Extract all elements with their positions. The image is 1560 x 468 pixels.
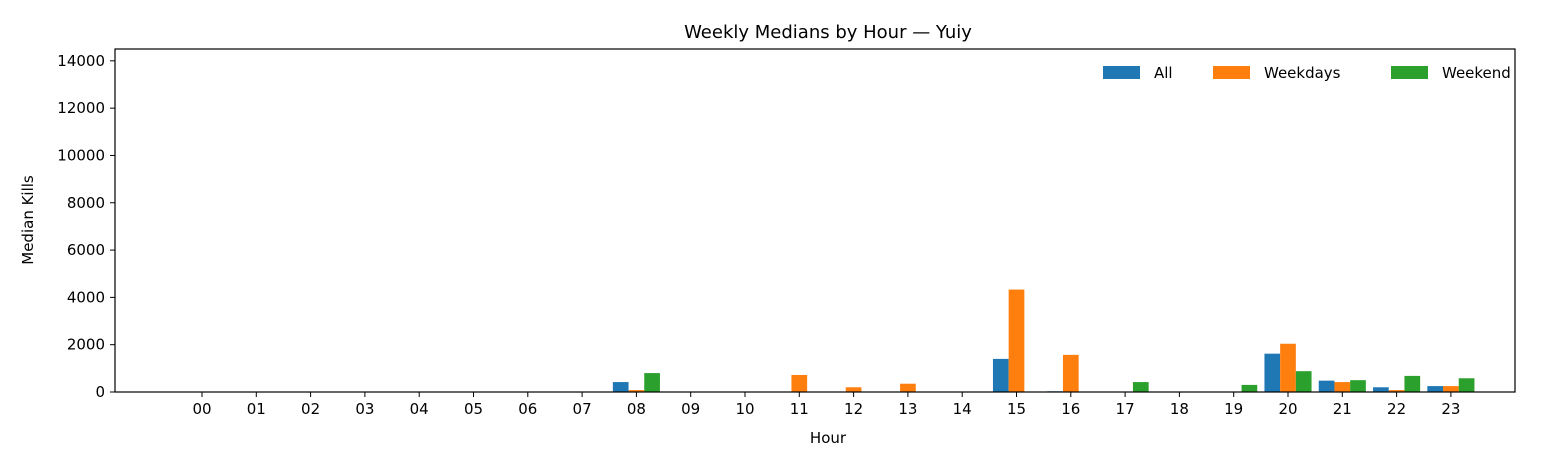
x-tick-label: 20 bbox=[1278, 400, 1297, 418]
x-tick-label: 05 bbox=[464, 400, 483, 418]
y-tick-label: 0 bbox=[95, 383, 105, 401]
y-tick-label: 12000 bbox=[57, 99, 105, 117]
x-tick-label: 13 bbox=[898, 400, 917, 418]
legend-swatch-weekdays bbox=[1213, 66, 1250, 79]
x-tick-label: 09 bbox=[681, 400, 700, 418]
bar-all-15 bbox=[992, 358, 1009, 392]
y-axis: 0 2000 4000 6000 8000 10000 12000 14000 bbox=[57, 52, 115, 401]
x-tick-label: 02 bbox=[301, 400, 320, 418]
legend-swatch-all bbox=[1103, 66, 1140, 79]
x-axis: 00 01 02 03 04 05 06 07 08 09 10 11 12 13 14 15 16 17 18 19… bbox=[192, 392, 1460, 418]
bar-weekdays-13 bbox=[900, 383, 916, 392]
legend-label-weekdays: Weekdays bbox=[1264, 64, 1341, 82]
bar-weekend-08 bbox=[644, 373, 660, 392]
legend-label-all: All bbox=[1154, 64, 1173, 82]
x-tick-label: 16 bbox=[1061, 400, 1080, 418]
bar-all-23 bbox=[1427, 386, 1444, 392]
x-tick-label: 03 bbox=[355, 400, 374, 418]
bar-weekdays-20 bbox=[1280, 343, 1296, 392]
bar-all-21 bbox=[1318, 380, 1335, 392]
x-tick-label: 19 bbox=[1224, 400, 1243, 418]
bar-weekend-21 bbox=[1350, 380, 1366, 392]
legend-label-weekend: Weekend bbox=[1442, 64, 1511, 82]
bars-group bbox=[612, 289, 1475, 392]
x-tick-label: 04 bbox=[410, 400, 429, 418]
x-axis-label: Hour bbox=[810, 429, 847, 447]
legend: All Weekdays Weekend bbox=[1103, 64, 1511, 82]
bar-all-08 bbox=[612, 382, 629, 392]
x-tick-label: 18 bbox=[1170, 400, 1189, 418]
bar-weekdays-22 bbox=[1388, 390, 1405, 392]
x-tick-label: 22 bbox=[1387, 400, 1406, 418]
bar-weekend-22 bbox=[1404, 375, 1421, 392]
y-tick-label: 2000 bbox=[67, 336, 105, 354]
x-tick-label: 00 bbox=[192, 400, 211, 418]
x-tick-label: 14 bbox=[953, 400, 972, 418]
bar-weekdays-11 bbox=[791, 374, 808, 392]
y-tick-label: 6000 bbox=[67, 241, 105, 259]
x-tick-label: 08 bbox=[627, 400, 646, 418]
chart-title: Weekly Medians by Hour — Yuiy bbox=[684, 22, 972, 43]
y-tick-label: 14000 bbox=[57, 52, 105, 70]
x-tick-label: 15 bbox=[1007, 400, 1026, 418]
bar-weekdays-21 bbox=[1334, 382, 1351, 392]
bar-weekdays-16 bbox=[1062, 354, 1079, 392]
legend-swatch-weekend bbox=[1391, 66, 1428, 79]
x-tick-label: 11 bbox=[790, 400, 809, 418]
y-tick-label: 10000 bbox=[57, 146, 105, 164]
bar-weekdays-23 bbox=[1443, 386, 1459, 392]
bar-weekend-23 bbox=[1458, 378, 1475, 392]
x-tick-label: 21 bbox=[1333, 400, 1352, 418]
x-tick-label: 07 bbox=[573, 400, 592, 418]
bar-weekdays-08 bbox=[628, 390, 645, 392]
bar-weekend-19 bbox=[1241, 384, 1258, 392]
y-axis-label: Median Kills bbox=[19, 175, 37, 265]
x-tick-label: 10 bbox=[735, 400, 754, 418]
y-tick-label: 4000 bbox=[67, 288, 105, 306]
x-tick-label: 12 bbox=[844, 400, 863, 418]
x-tick-label: 17 bbox=[1116, 400, 1135, 418]
x-tick-label: 01 bbox=[247, 400, 266, 418]
bar-weekend-20 bbox=[1295, 371, 1312, 392]
bar-weekdays-12 bbox=[845, 387, 862, 392]
bar-all-22 bbox=[1373, 387, 1389, 392]
x-tick-label: 23 bbox=[1441, 400, 1460, 418]
bar-all-20 bbox=[1264, 353, 1281, 392]
bar-weekdays-15 bbox=[1008, 289, 1025, 392]
plot-frame bbox=[114, 48, 1516, 393]
y-tick-label: 8000 bbox=[67, 194, 105, 212]
bar-weekend-17 bbox=[1132, 382, 1149, 392]
x-tick-label: 06 bbox=[518, 400, 537, 418]
